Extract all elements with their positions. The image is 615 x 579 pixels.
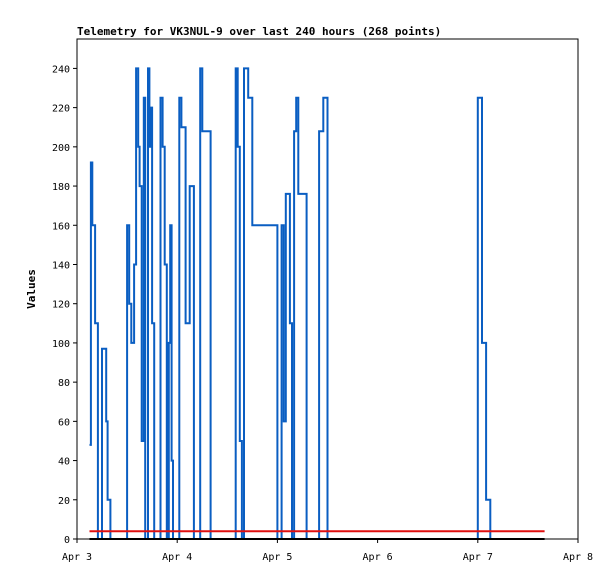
y-tick-label: 180 (52, 182, 70, 193)
y-axis-label: Values (25, 269, 38, 309)
y-tick-label: 100 (52, 339, 70, 350)
x-tick-label: Apr 8 (563, 552, 593, 563)
chart-title: Telemetry for VK3NUL-9 over last 240 hou… (77, 25, 441, 38)
x-tick-label: Apr 4 (162, 552, 192, 563)
y-tick-label: 160 (52, 221, 70, 232)
y-tick-label: 0 (64, 535, 70, 546)
x-tick-label: Apr 3 (62, 552, 92, 563)
x-tick-label: Apr 6 (363, 552, 393, 563)
y-tick-label: 200 (52, 143, 70, 154)
y-tick-label: 60 (58, 417, 70, 428)
y-axis: 0 20 40 60 80 100 120 140 160 180 200 220 240 (52, 64, 77, 546)
y-tick-label: 140 (52, 260, 70, 271)
series-line-0 (89, 67, 492, 540)
y-tick-label: 120 (52, 300, 70, 311)
y-tick-label: 40 (58, 457, 70, 468)
y-tick-label: 220 (52, 104, 70, 115)
y-tick-label: 80 (58, 378, 70, 389)
y-tick-label: 20 (58, 496, 70, 507)
x-tick-label: Apr 5 (262, 552, 292, 563)
series-layer (89, 67, 545, 540)
x-axis: Apr 3 Apr 4 Apr 5 Apr 6 Apr 7 Apr 8 (62, 539, 593, 563)
x-tick-label: Apr 7 (463, 552, 493, 563)
y-tick-label: 240 (52, 64, 70, 75)
